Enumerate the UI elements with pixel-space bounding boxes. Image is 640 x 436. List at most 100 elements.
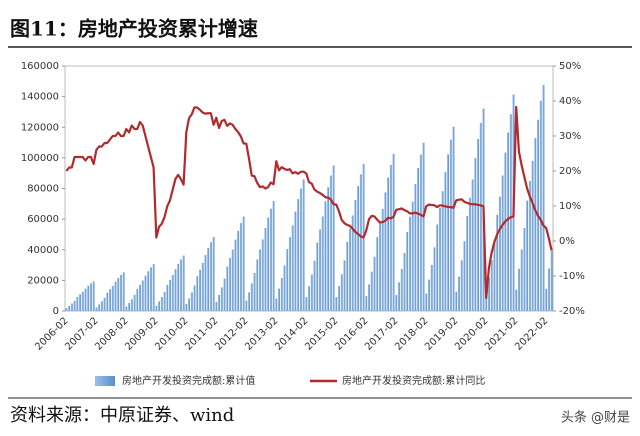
bar: [411, 201, 414, 311]
bar: [220, 287, 223, 311]
bar: [193, 285, 196, 311]
y2-tick-label: -20%: [559, 306, 585, 317]
y-tick-label: 40000: [27, 245, 59, 256]
bar: [449, 139, 452, 311]
bar: [182, 255, 185, 311]
bar: [438, 207, 441, 311]
line: [65, 105, 553, 300]
bar: [471, 179, 474, 311]
watermark: 头条 @财是: [561, 410, 630, 426]
bar: [231, 249, 234, 311]
bar: [321, 216, 324, 311]
bar: [498, 196, 501, 311]
bar: [283, 265, 286, 311]
bar: [376, 237, 379, 311]
y-tick-label: 100000: [21, 153, 59, 164]
bar: [291, 225, 294, 311]
bar: [310, 274, 313, 311]
bar: [479, 122, 482, 311]
bar: [526, 200, 529, 311]
bar: [196, 276, 199, 311]
bar: [144, 275, 147, 311]
bar: [152, 264, 155, 311]
bar: [209, 242, 212, 311]
bar: [256, 259, 259, 311]
bar: [218, 294, 220, 311]
bar: [523, 227, 526, 311]
bar: [368, 284, 370, 311]
bar: [457, 276, 460, 311]
bar: [133, 294, 136, 311]
bar: [185, 303, 188, 311]
bar: [477, 138, 479, 311]
bar: [139, 284, 141, 311]
bar: [226, 266, 229, 311]
bar: [169, 279, 171, 311]
bar: [198, 269, 201, 311]
bar: [395, 295, 398, 311]
bar: [204, 255, 207, 311]
bar: [258, 249, 261, 311]
bar: [179, 259, 182, 311]
bar: [147, 271, 150, 311]
bar: [324, 201, 327, 311]
chart-title: 图11：房地产投资累计增速: [10, 17, 258, 41]
bar: [136, 288, 139, 311]
bar: [329, 175, 332, 311]
bar: [387, 177, 390, 311]
y2-tick-label: 20%: [559, 166, 581, 177]
bar: [234, 239, 237, 311]
bar: [381, 208, 384, 311]
bar: [141, 280, 144, 311]
bar: [299, 188, 302, 311]
bar: [87, 285, 90, 311]
bar: [327, 187, 330, 311]
bar: [463, 241, 466, 311]
bar: [509, 114, 512, 311]
bar: [515, 289, 518, 311]
bar: [487, 277, 490, 311]
legend-swatch: [95, 376, 115, 386]
bar: [542, 84, 545, 311]
bar: [149, 267, 152, 311]
bar: [84, 288, 87, 311]
bar: [444, 171, 447, 311]
bar: [428, 279, 430, 311]
y-tick-label: 80000: [27, 184, 59, 195]
bar: [253, 273, 256, 311]
bar: [422, 142, 425, 311]
bar: [95, 307, 98, 311]
bar: [313, 260, 316, 311]
bar: [408, 216, 411, 311]
bar: [318, 229, 321, 311]
bar: [545, 288, 548, 311]
bar: [239, 223, 242, 311]
bar: [163, 291, 166, 311]
y2-tick-label: 30%: [559, 131, 581, 142]
bar: [98, 304, 101, 311]
bar: [338, 286, 340, 311]
bar: [294, 211, 297, 311]
bar: [531, 160, 534, 311]
bar: [248, 292, 250, 311]
bar: [228, 258, 231, 311]
bar: [106, 292, 109, 311]
bar: [286, 249, 289, 311]
bar: [70, 303, 73, 311]
bar: [357, 186, 360, 311]
bar: [79, 294, 81, 311]
bar: [351, 215, 354, 311]
bar: [501, 175, 504, 311]
bar: [261, 239, 264, 311]
bar: [343, 260, 346, 311]
bar: [539, 100, 542, 312]
bar: [485, 295, 488, 311]
y-tick-label: 60000: [27, 214, 59, 225]
bar: [119, 275, 122, 311]
bar: [177, 263, 180, 311]
bar: [528, 180, 531, 311]
bar: [215, 301, 218, 311]
y-tick-label: 120000: [21, 122, 59, 133]
bar: [517, 268, 520, 311]
bar: [201, 262, 204, 311]
